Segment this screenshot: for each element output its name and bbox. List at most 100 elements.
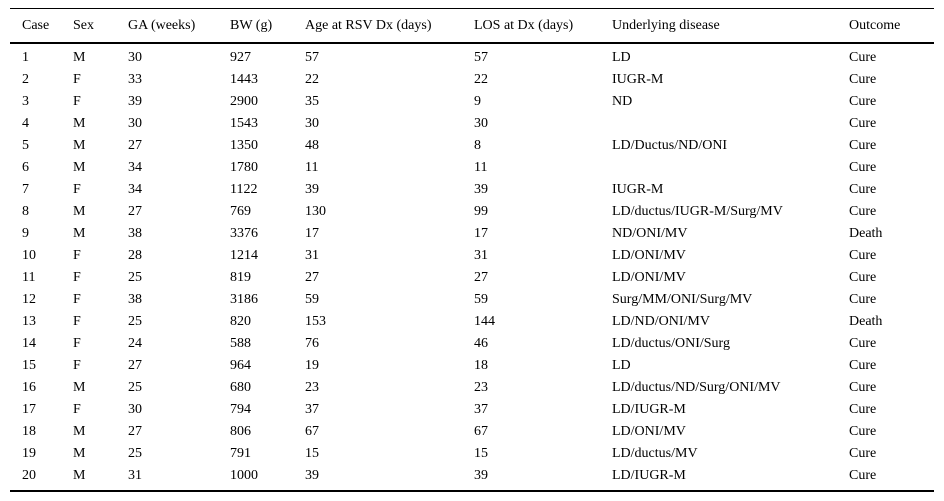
table-cell: 791: [230, 446, 251, 461]
table-cell: 19: [305, 358, 319, 373]
table-cell: 37: [305, 402, 319, 417]
paper-table-container: Case Sex GA (weeks) BW (g) Age at RSV Dx…: [10, 8, 934, 492]
table-cell: 794: [230, 402, 251, 417]
table-cell: 1543: [230, 116, 258, 131]
table-cell: 13: [22, 314, 36, 329]
table-cell: 22: [305, 72, 319, 87]
table-cell: 11: [474, 160, 488, 175]
col-header-bw-g: BW (g): [230, 18, 273, 33]
table-cell: 59: [474, 292, 488, 307]
table-cell: 4: [22, 116, 29, 131]
table-cell: LD/Ductus/ND/ONI: [612, 138, 728, 153]
table-cell: 67: [305, 424, 319, 439]
table-cell: 39: [474, 468, 488, 483]
table-cell: 30: [128, 402, 142, 417]
table-cell: Death: [849, 226, 883, 241]
table-cell: Cure: [849, 424, 877, 439]
patient-characteristics-table: Case Sex GA (weeks) BW (g) Age at RSV Dx…: [10, 8, 934, 492]
col-header-case: Case: [22, 18, 50, 33]
table-cell: 19: [22, 446, 36, 461]
table-cell: 20: [22, 468, 36, 483]
table-cell: M: [73, 138, 86, 153]
table-cell: 1214: [230, 248, 258, 263]
table-row: 5 M 27 1350 48 8 LD/Ductus/ND/ONI Cure: [10, 135, 934, 157]
table-cell: 153: [305, 314, 326, 329]
table-cell: 9: [474, 94, 481, 109]
table-cell: 588: [230, 336, 251, 351]
table-cell: LD/IUGR-M: [612, 402, 686, 417]
table-cell: M: [73, 116, 86, 131]
table-cell: 964: [230, 358, 251, 373]
table-cell: 680: [230, 380, 251, 395]
table-cell: 22: [474, 72, 488, 87]
table-cell: 11: [22, 270, 36, 285]
table-cell: Cure: [849, 94, 877, 109]
table-cell: Cure: [849, 270, 877, 285]
table-cell: F: [73, 292, 81, 307]
table-cell: F: [73, 270, 81, 285]
table-cell: 17: [22, 402, 36, 417]
table-cell: 12: [22, 292, 36, 307]
table-row: 11 F 25 819 27 27 LD/ONI/MV Cure: [10, 267, 934, 289]
table-cell: LD/IUGR-M: [612, 468, 686, 483]
col-header-outcome: Outcome: [849, 18, 901, 33]
table-cell: M: [73, 226, 86, 241]
table-cell: LD/ductus/ONI/Surg: [612, 336, 730, 351]
table-cell: Cure: [849, 336, 877, 351]
table-cell: 37: [474, 402, 488, 417]
table-cell: 25: [128, 314, 142, 329]
table-cell: 806: [230, 424, 251, 439]
table-cell: 14: [22, 336, 36, 351]
table-cell: LD/ONI/MV: [612, 248, 686, 263]
table-row: 13 F 25 820 153 144 LD/ND/ONI/MV Death: [10, 311, 934, 333]
table-cell: 927: [230, 50, 251, 65]
table-cell: IUGR-M: [612, 72, 664, 87]
table-cell: 16: [22, 380, 36, 395]
table-row: 17 F 30 794 37 37 LD/IUGR-M Cure: [10, 399, 934, 421]
table-cell: 27: [128, 138, 142, 153]
table-cell: Cure: [849, 160, 877, 175]
col-header-sex: Sex: [73, 18, 94, 33]
table-cell: 1000: [230, 468, 258, 483]
table-cell: Cure: [849, 182, 877, 197]
table-cell: 31: [474, 248, 488, 263]
table-cell: 39: [128, 94, 142, 109]
table-cell: Cure: [849, 358, 877, 373]
table-cell: 59: [305, 292, 319, 307]
table-cell: M: [73, 468, 86, 483]
table-cell: 30: [128, 116, 142, 131]
table-cell: Cure: [849, 248, 877, 263]
table-cell: LD/ductus/ND/Surg/ONI/MV: [612, 380, 781, 395]
table-cell: Cure: [849, 402, 877, 417]
table-cell: 25: [128, 446, 142, 461]
table-row: 1 M 30 927 57 57 LD Cure: [10, 43, 934, 69]
table-cell: 31: [305, 248, 319, 263]
table-row: 18 M 27 806 67 67 LD/ONI/MV Cure: [10, 421, 934, 443]
table-cell: 27: [128, 424, 142, 439]
table-cell: ND/ONI/MV: [612, 226, 688, 241]
table-cell: Cure: [849, 138, 877, 153]
table-cell: 9: [22, 226, 29, 241]
table-cell: 34: [128, 160, 142, 175]
table-cell: 27: [128, 204, 142, 219]
table-cell: 30: [128, 50, 142, 65]
table-cell: F: [73, 94, 81, 109]
table-cell: Cure: [849, 204, 877, 219]
table-row: 6 M 34 1780 11 11 Cure: [10, 157, 934, 179]
table-cell: 39: [474, 182, 488, 197]
table-cell: LD/ductus/IUGR-M/Surg/MV: [612, 204, 783, 219]
table-cell: 34: [128, 182, 142, 197]
table-body: 1 M 30 927 57 57 LD Cure 2 F 33 1443 22 22 IUGR-M Cure 3…: [10, 43, 934, 491]
table-row: 14 F 24 588 76 46 LD/ductus/ONI/Surg Cure: [10, 333, 934, 355]
table-row: 20 M 31 1000 39 39 LD/IUGR-M Cure: [10, 465, 934, 491]
table-cell: 3186: [230, 292, 258, 307]
table-cell: 769: [230, 204, 251, 219]
table-cell: 27: [305, 270, 319, 285]
table-cell: LD/ONI/MV: [612, 270, 686, 285]
table-cell: LD: [612, 358, 631, 373]
table-cell: 27: [474, 270, 488, 285]
table-row: 9 M 38 3376 17 17 ND/ONI/MV Death: [10, 223, 934, 245]
table-row: 8 M 27 769 130 99 LD/ductus/IUGR-M/Surg/MV Cure: [10, 201, 934, 223]
table-cell: 1: [22, 50, 29, 65]
col-header-ga-weeks: GA (weeks): [128, 18, 196, 33]
